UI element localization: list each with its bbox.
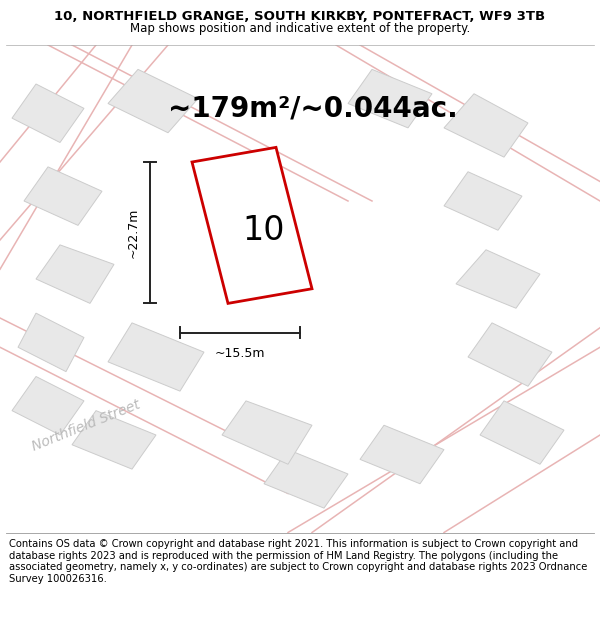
- Polygon shape: [12, 376, 84, 435]
- Polygon shape: [72, 411, 156, 469]
- Polygon shape: [360, 425, 444, 484]
- Polygon shape: [480, 401, 564, 464]
- Polygon shape: [264, 449, 348, 508]
- Polygon shape: [12, 84, 84, 142]
- Polygon shape: [468, 323, 552, 386]
- Polygon shape: [348, 69, 432, 128]
- Text: Map shows position and indicative extent of the property.: Map shows position and indicative extent…: [130, 22, 470, 35]
- Polygon shape: [456, 250, 540, 308]
- Text: Contains OS data © Crown copyright and database right 2021. This information is : Contains OS data © Crown copyright and d…: [9, 539, 587, 584]
- Polygon shape: [108, 323, 204, 391]
- Polygon shape: [192, 148, 312, 303]
- Text: ~179m²/~0.044ac.: ~179m²/~0.044ac.: [168, 94, 458, 122]
- Text: 10, NORTHFIELD GRANGE, SOUTH KIRKBY, PONTEFRACT, WF9 3TB: 10, NORTHFIELD GRANGE, SOUTH KIRKBY, PON…: [55, 10, 545, 23]
- Polygon shape: [36, 245, 114, 303]
- Text: ~22.7m: ~22.7m: [126, 208, 139, 258]
- Polygon shape: [24, 167, 102, 226]
- Text: 10: 10: [243, 214, 285, 247]
- Polygon shape: [444, 94, 528, 157]
- Polygon shape: [108, 69, 198, 132]
- Text: ~15.5m: ~15.5m: [215, 348, 265, 360]
- Polygon shape: [222, 401, 312, 464]
- Text: Northfield Street: Northfield Street: [30, 397, 142, 453]
- Polygon shape: [444, 172, 522, 230]
- Polygon shape: [18, 313, 84, 372]
